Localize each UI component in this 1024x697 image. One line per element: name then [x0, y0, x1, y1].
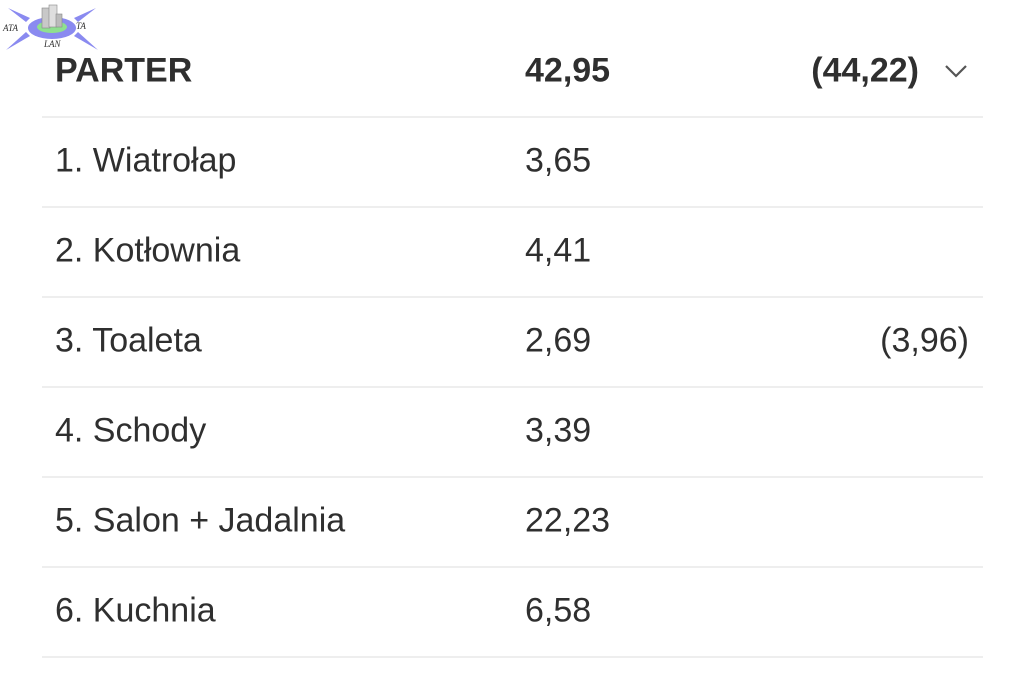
room-area: 4,41 — [525, 231, 592, 270]
room-name: 3. Toaleta — [55, 321, 202, 360]
logo-text: TA — [76, 21, 86, 31]
watermark-logo: ATA TA LAN — [2, 4, 98, 50]
room-row: 1. Wiatrołap 3,65 — [42, 116, 983, 208]
room-row: 5. Salon + Jadalnia 22,23 — [42, 476, 983, 568]
room-row: 3. Toaleta 2,69 (3,96) — [42, 296, 983, 388]
chevron-down-icon[interactable] — [943, 63, 969, 79]
room-row: 6. Kuchnia 6,58 — [42, 566, 983, 658]
room-area-alt: (3,96) — [880, 321, 969, 360]
room-name: 4. Schody — [55, 411, 207, 450]
section-header-parter[interactable]: PARTER 42,95 (44,22) — [42, 26, 983, 118]
room-area: 2,69 — [525, 321, 592, 360]
logo-text: ATA — [2, 23, 19, 33]
room-name: 6. Kuchnia — [55, 591, 216, 630]
room-name: 2. Kotłownia — [55, 231, 241, 270]
room-area: 6,58 — [525, 591, 592, 630]
room-name: 1. Wiatrołap — [55, 141, 237, 180]
section-area: 42,95 — [525, 51, 611, 90]
room-name: 5. Salon + Jadalnia — [55, 501, 346, 540]
room-area: 3,39 — [525, 411, 592, 450]
room-area: 22,23 — [525, 501, 611, 540]
section-area-alt: (44,22) — [811, 51, 919, 90]
logo-text: LAN — [43, 39, 62, 49]
room-area: 3,65 — [525, 141, 592, 180]
room-row: 2. Kotłownia 4,41 — [42, 206, 983, 298]
room-row: 4. Schody 3,39 — [42, 386, 983, 478]
section-title: PARTER — [55, 51, 193, 90]
